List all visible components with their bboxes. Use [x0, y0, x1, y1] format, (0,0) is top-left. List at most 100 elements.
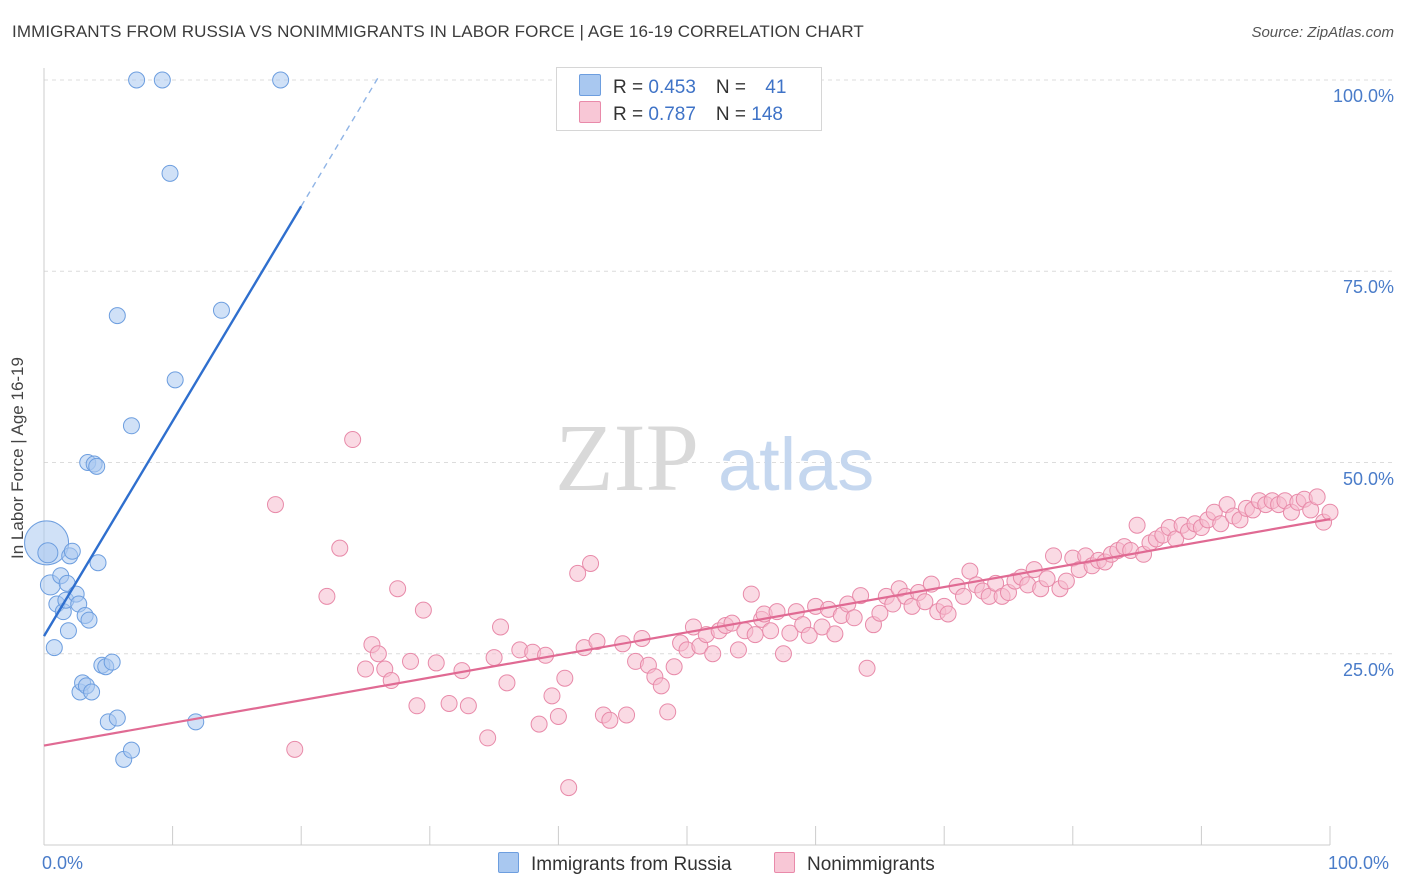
- data-point-nonimmigrants: [266, 496, 284, 514]
- legend-n-label: N =: [715, 104, 752, 125]
- data-point-nonimmigrants: [588, 633, 606, 651]
- data-point-nonimmigrants: [357, 660, 374, 678]
- data-point-russia: [187, 713, 205, 731]
- data-point-nonimmigrants: [331, 539, 349, 557]
- data-point-russia: [122, 741, 140, 759]
- data-point-nonimmigrants: [549, 707, 567, 725]
- legend-n-value: 148: [751, 104, 783, 125]
- correlation-legend: R = 0.453 N = 41 R = 0.787 N = 148: [556, 67, 822, 131]
- data-point-nonimmigrants: [556, 669, 574, 687]
- data-point-russia: [108, 709, 126, 727]
- data-point-nonimmigrants: [1045, 547, 1063, 565]
- y-axis-label: In Labor Force | Age 16-19: [8, 357, 27, 559]
- data-point-nonimmigrants: [402, 652, 420, 670]
- y-tick-label: 50.0%: [1342, 468, 1394, 489]
- data-point-russia: [128, 71, 146, 89]
- data-point-nonimmigrants: [845, 609, 863, 627]
- data-point-nonimmigrants: [492, 618, 510, 636]
- data-point-nonimmigrants: [479, 729, 497, 747]
- data-point-nonimmigrants: [1128, 516, 1146, 534]
- data-point-nonimmigrants: [858, 659, 876, 677]
- data-point-nonimmigrants: [408, 697, 426, 715]
- legend-label-russia: Immigrants from Russia: [531, 854, 732, 875]
- data-point-nonimmigrants: [729, 641, 747, 659]
- legend-r-label: R =: [613, 104, 649, 125]
- data-point-russia: [80, 611, 98, 629]
- data-point-nonimmigrants: [1212, 515, 1230, 533]
- x-tick-label-max: 100.0%: [1328, 853, 1390, 873]
- data-point-nonimmigrants: [954, 587, 972, 605]
- data-point-russia: [212, 301, 230, 319]
- trend-lines: [42, 76, 1331, 747]
- data-point-nonimmigrants: [742, 585, 760, 603]
- data-point-nonimmigrants: [427, 654, 445, 672]
- data-point-nonimmigrants: [582, 554, 600, 572]
- gridlines: [44, 79, 1392, 655]
- axes: [43, 68, 1331, 846]
- data-point-nonimmigrants: [774, 645, 792, 663]
- data-point-nonimmigrants: [871, 604, 889, 622]
- data-point-russia: [122, 417, 140, 435]
- series-russia: [24, 71, 290, 768]
- legend-n-label: N =: [715, 77, 752, 98]
- data-point-nonimmigrants: [344, 431, 362, 449]
- data-point-nonimmigrants: [318, 587, 336, 605]
- data-point-nonimmigrants: [543, 687, 561, 705]
- data-point-nonimmigrants: [746, 626, 764, 644]
- data-point-nonimmigrants: [498, 674, 516, 692]
- data-point-nonimmigrants: [939, 605, 957, 623]
- legend-r-label: R =: [613, 77, 649, 98]
- chart-title: IMMIGRANTS FROM RUSSIA VS NONIMMIGRANTS …: [12, 22, 864, 41]
- data-point-russia: [272, 71, 290, 89]
- data-point-nonimmigrants: [781, 624, 799, 642]
- trend-line-russia: [42, 205, 303, 637]
- data-point-nonimmigrants: [916, 593, 934, 611]
- data-point-nonimmigrants: [1057, 572, 1075, 590]
- legend-swatch-nonimmigrants: [774, 852, 795, 873]
- data-point-nonimmigrants: [569, 564, 587, 582]
- legend-r-value: 0.787: [648, 104, 696, 125]
- data-point-russia: [161, 164, 179, 182]
- data-point-nonimmigrants: [1321, 503, 1339, 521]
- data-point-nonimmigrants: [459, 697, 477, 715]
- data-point-russia: [59, 622, 77, 640]
- legend-r-value: 0.453: [648, 77, 696, 98]
- data-point-nonimmigrants: [659, 703, 677, 721]
- data-point-russia: [153, 71, 171, 89]
- data-point-russia: [166, 371, 184, 389]
- chart-source: Source: ZipAtlas.com: [1251, 24, 1394, 41]
- data-point-russia: [89, 554, 107, 572]
- data-point-nonimmigrants: [601, 711, 619, 729]
- data-point-nonimmigrants: [369, 645, 387, 663]
- watermark-atlas: atlas: [718, 423, 874, 506]
- legend-item-nonimmigrants: Nonimmigrants: [774, 852, 935, 876]
- data-point-russia: [83, 683, 101, 701]
- watermark-zip: ZIP: [555, 404, 699, 511]
- legend-row-russia: R = 0.453 N = 41: [579, 74, 786, 100]
- data-point-nonimmigrants: [414, 601, 432, 619]
- data-point-nonimmigrants: [665, 658, 683, 676]
- data-point-nonimmigrants: [704, 645, 722, 663]
- data-point-nonimmigrants: [1308, 488, 1326, 506]
- data-point-nonimmigrants: [560, 779, 578, 797]
- data-point-nonimmigrants: [286, 740, 304, 758]
- data-point-nonimmigrants: [652, 677, 670, 695]
- data-point-russia: [108, 307, 126, 325]
- legend-swatch-nonimmigrants: [579, 101, 601, 123]
- data-point-nonimmigrants: [800, 626, 818, 644]
- data-point-russia: [37, 542, 59, 564]
- x-tick-label-min: 0.0%: [42, 853, 84, 873]
- data-point-russia: [45, 639, 63, 657]
- y-tick-label: 75.0%: [1342, 277, 1394, 298]
- data-point-russia: [88, 457, 106, 475]
- legend-label-nonimmigrants: Nonimmigrants: [807, 854, 935, 875]
- data-point-nonimmigrants: [1038, 570, 1056, 588]
- data-point-nonimmigrants: [961, 562, 979, 580]
- trend-line-nonimmigrants: [43, 518, 1331, 747]
- data-point-nonimmigrants: [826, 625, 844, 643]
- legend-swatch-russia: [498, 852, 519, 873]
- data-point-nonimmigrants: [530, 715, 548, 733]
- watermark: ZIP atlas: [555, 404, 874, 511]
- data-point-nonimmigrants: [485, 649, 503, 667]
